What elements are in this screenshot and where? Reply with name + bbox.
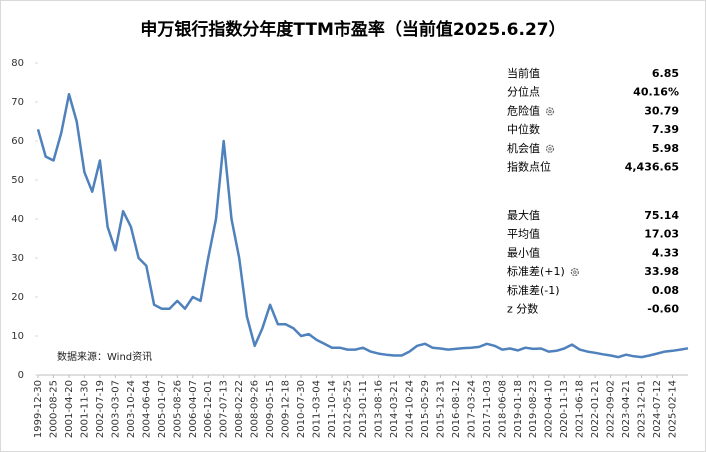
x-tick-label: 2014-03-21 xyxy=(389,380,400,438)
x-tick-label: 2023-04-21 xyxy=(621,380,632,438)
y-tick-label: 70 xyxy=(11,97,24,108)
x-tick-label: 2008-02-22 xyxy=(234,380,245,438)
gear-icon xyxy=(545,107,555,116)
x-tick-label: 2006-12-01 xyxy=(203,380,214,438)
x-tick-label: 2011-10-14 xyxy=(327,380,338,438)
y-tick-label: 40 xyxy=(11,214,24,225)
x-tick-label: 2017-11-03 xyxy=(482,380,493,438)
x-tick-label: 2019-01-18 xyxy=(513,380,524,438)
x-tick-label: 2004-06-04 xyxy=(141,380,152,438)
y-tick-label: 0 xyxy=(18,370,24,381)
x-tick-label: 2005-08-26 xyxy=(172,380,183,438)
x-tick-label: 2012-05-25 xyxy=(343,380,354,438)
x-tick-label: 2005-01-07 xyxy=(157,380,168,438)
stat-label: 中位数 xyxy=(507,122,540,136)
stat-value: 30.79 xyxy=(644,104,679,117)
stat-value: 5.98 xyxy=(652,142,679,155)
gear-icon-hub xyxy=(548,109,552,114)
stat-value: 17.03 xyxy=(644,228,679,241)
stat-label: 危险值 xyxy=(507,103,540,117)
stat-label: 指数点位 xyxy=(507,160,551,174)
source-note: 数据来源：Wind资讯 xyxy=(57,350,152,363)
x-tick-label: 2020-04-10 xyxy=(544,380,555,438)
x-tick-label: 2002-07-19 xyxy=(95,380,106,438)
x-tick-label: 2015-05-29 xyxy=(420,380,431,438)
x-tick-label: 2008-09-26 xyxy=(250,380,261,438)
x-tick-label: 2003-03-07 xyxy=(110,380,121,438)
x-tick-label: 2009-12-18 xyxy=(281,380,292,438)
stat-label: 当前值 xyxy=(507,66,540,80)
stat-label: 标准差(+1) xyxy=(507,264,565,278)
stat-label: 标准差(-1) xyxy=(507,283,560,297)
x-tick-label: 2017-03-24 xyxy=(466,380,477,438)
stat-label: 最大值 xyxy=(507,208,540,222)
x-tick-label: 2010-07-30 xyxy=(296,380,307,438)
y-tick-label: 80 xyxy=(11,58,24,69)
gear-icon-hub xyxy=(573,270,577,274)
x-tick-label: 2020-11-13 xyxy=(559,380,570,438)
stat-value: 75.14 xyxy=(644,209,679,222)
x-tick-label: 2003-10-24 xyxy=(126,380,137,438)
stat-value: 0.08 xyxy=(652,284,679,297)
x-tick-label: 2009-05-15 xyxy=(265,380,276,438)
stat-label: 最小值 xyxy=(507,246,540,259)
stat-label: 平均值 xyxy=(507,228,540,241)
y-tick-label: 60 xyxy=(11,136,24,147)
x-tick-label: 2023-12-01 xyxy=(637,380,648,438)
series-line xyxy=(36,92,689,359)
x-tick-label: 2021-06-18 xyxy=(575,380,586,438)
stat-label: 分位点 xyxy=(507,85,540,99)
x-tick-label: 2019-08-23 xyxy=(528,380,539,438)
x-tick-label: 2014-10-24 xyxy=(404,380,415,438)
x-tick-label: 2000-08-25 xyxy=(48,380,59,438)
x-tick-label: 2013-01-11 xyxy=(358,380,369,438)
x-tick-label: 2013-08-16 xyxy=(373,380,384,438)
y-tick-label: 50 xyxy=(11,175,24,186)
x-tick-label: 2025-02-14 xyxy=(668,380,679,438)
stat-value: -0.60 xyxy=(647,303,679,316)
x-tick-label: 2022-01-21 xyxy=(590,380,601,438)
stat-value: 33.98 xyxy=(644,265,679,278)
x-tick-label: 2022-09-02 xyxy=(606,380,617,438)
stat-label: 机会值 xyxy=(507,141,540,155)
gear-icon xyxy=(570,268,579,277)
x-tick-label: 2001-11-30 xyxy=(79,380,90,438)
x-tick-label: 2024-07-12 xyxy=(652,380,663,438)
x-tick-label: 2015-12-31 xyxy=(435,380,446,438)
stat-value: 4,436.65 xyxy=(625,161,679,174)
stats-panel xyxy=(502,64,686,322)
y-tick-label: 10 xyxy=(11,331,24,342)
x-tick-label: 2018-06-08 xyxy=(497,380,508,438)
stat-value: 4.33 xyxy=(652,246,679,259)
x-tick-label: 2001-04-20 xyxy=(64,380,75,438)
gear-icon xyxy=(545,144,555,153)
stat-label: z 分数 xyxy=(507,303,538,316)
stat-value: 6.85 xyxy=(652,67,679,80)
y-tick-label: 30 xyxy=(11,253,24,264)
x-tick-label: 2006-04-07 xyxy=(188,380,199,438)
stat-value: 40.16% xyxy=(633,86,679,99)
x-tick-label: 1999-12-30 xyxy=(33,380,44,438)
x-tick-label: 2007-07-13 xyxy=(219,380,230,438)
stat-value: 7.39 xyxy=(652,123,679,136)
gear-icon-hub xyxy=(548,147,552,151)
x-tick-label: 2011-03-04 xyxy=(312,380,323,438)
chart-title: 申万银行指数分年度TTM市盈率（当前值2025.6.27） xyxy=(140,19,565,40)
x-tick-label: 2016-08-12 xyxy=(451,380,462,438)
y-tick-label: 20 xyxy=(11,292,24,303)
